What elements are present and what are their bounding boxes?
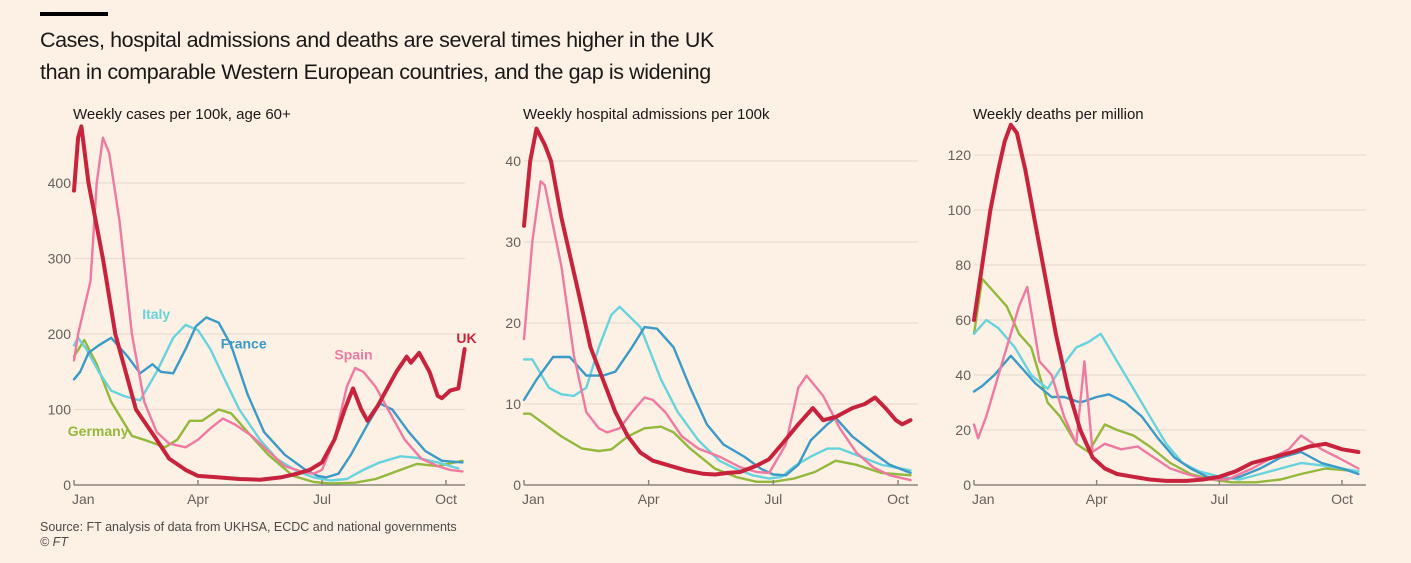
y-tick-label: 20 — [505, 315, 521, 331]
y-tick-label: 0 — [963, 477, 971, 493]
series-line-italy — [522, 305, 912, 480]
panel-title: Weekly deaths per million — [973, 106, 1144, 123]
series-line-germany — [522, 412, 912, 483]
y-tick-label: 20 — [955, 422, 971, 438]
panel-title: Weekly cases per 100k, age 60+ — [73, 106, 291, 123]
series-label-italy: Italy — [142, 306, 170, 322]
x-tick-label: Apr — [638, 491, 660, 507]
panel-hospital-admissions: Weekly hospital admissions per 100k 0 10 20… — [505, 106, 918, 507]
series-line-uk — [972, 122, 1361, 483]
y-tick-label: 300 — [48, 251, 72, 267]
series-line-uk — [522, 126, 913, 477]
y-tick-label: 0 — [63, 477, 71, 493]
series-line-germany — [72, 338, 464, 485]
x-tick-label: Oct — [1331, 491, 1353, 507]
y-tick-label: 30 — [505, 234, 521, 250]
x-tick-label: Jan — [72, 491, 95, 507]
y-tick-label: 200 — [48, 326, 72, 342]
series-line-germany — [972, 277, 1360, 484]
x-tick-label: Jul — [1210, 491, 1228, 507]
chart-title-line-1: Cases, hospital admissions and deaths ar… — [40, 28, 714, 52]
y-tick-label: 40 — [955, 367, 971, 383]
y-tick-label: 0 — [513, 477, 521, 493]
x-tick-label: Oct — [435, 491, 457, 507]
x-tick-label: Apr — [187, 491, 209, 507]
x-tick-label: Jan — [522, 491, 545, 507]
x-tick-label: Jan — [972, 491, 995, 507]
y-tick-label: 100 — [48, 402, 72, 418]
y-tick-label: 80 — [955, 257, 971, 273]
x-tick-label: Oct — [887, 491, 909, 507]
x-tick-label: Jul — [764, 491, 782, 507]
series-line-italy — [972, 318, 1360, 481]
series-line-france — [972, 354, 1360, 481]
series-label-spain: Spain — [334, 347, 372, 363]
y-tick-label: 40 — [505, 153, 521, 169]
copyright: © FT — [40, 535, 68, 549]
footer: Source: FT analysis of data from UKHSA, … — [40, 520, 457, 550]
panel-weekly-cases: Weekly cases per 100k, age 60+ 0 100 200 300… — [48, 106, 477, 507]
series-label-uk: UK — [456, 330, 476, 346]
source-note: Source: FT analysis of data from UKHSA, … — [40, 520, 457, 534]
y-tick-label: 60 — [955, 312, 971, 328]
x-tick-label: Apr — [1086, 491, 1108, 507]
series-label-france: France — [221, 335, 267, 351]
y-tick-label: 10 — [505, 396, 521, 412]
y-tick-label: 120 — [948, 147, 972, 163]
chart-title-line-2: than in comparable Western European coun… — [40, 60, 711, 84]
series-line-uk — [72, 124, 467, 482]
series-line-italy — [72, 323, 460, 482]
series-line-spain — [522, 180, 912, 482]
series-label-germany: Germany — [68, 423, 129, 439]
y-tick-label: 100 — [948, 202, 972, 218]
panel-title: Weekly hospital admissions per 100k — [523, 106, 770, 123]
x-tick-label: Jul — [313, 491, 331, 507]
title-accent-bar — [40, 12, 108, 16]
y-tick-label: 400 — [48, 175, 72, 191]
series-line-france — [72, 316, 464, 479]
series-line-spain — [72, 136, 464, 475]
panel-weekly-deaths: Weekly deaths per million 0 20 40 60 80 100 120… — [948, 106, 1366, 507]
chart-title: Cases, hospital admissions and deaths ar… — [40, 24, 840, 88]
